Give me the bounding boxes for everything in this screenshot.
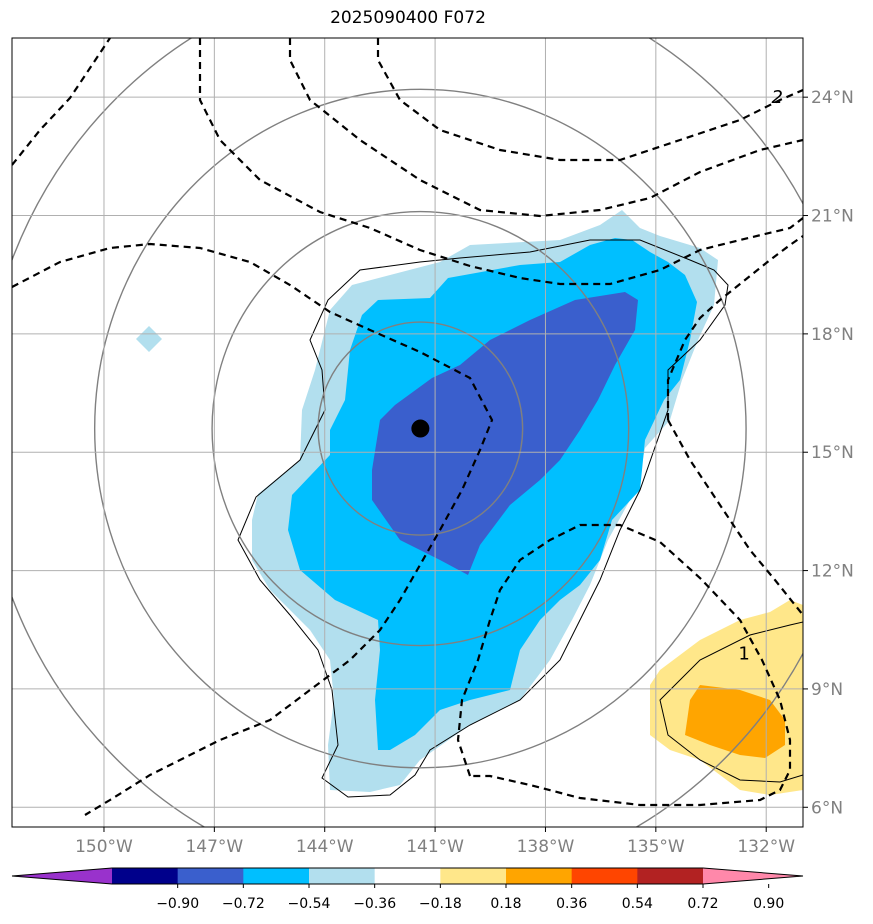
anomaly-light-blue-spot (136, 326, 162, 352)
lat-tick-label: 6°N (811, 798, 843, 818)
colorbar-segment (374, 868, 441, 884)
colorbar-segment (506, 868, 573, 884)
contour-label-2: 2 (772, 87, 783, 108)
colorbar-tick-label: 0.36 (556, 896, 587, 912)
lon-tick-label: 141°W (406, 837, 464, 857)
dashed-contour-north-3 (376, 38, 803, 162)
colorbar-tick-label: 0.54 (622, 896, 653, 912)
range-rings (12, 38, 803, 827)
dashed-contour-southeast (456, 523, 792, 807)
lon-tick-label: 147°W (185, 837, 243, 857)
range-ring (211, 210, 630, 647)
dashed-contour-east (666, 235, 803, 420)
lat-tick-label: 21°N (811, 207, 854, 227)
lat-tick-label: 18°N (811, 325, 854, 345)
lat-tick-label: 24°N (811, 88, 854, 108)
range-ring (93, 88, 747, 769)
thin-black-contour (237, 239, 729, 798)
colorbar-segment (637, 868, 704, 884)
lat-tick-label: 12°N (811, 562, 854, 582)
map-title: 2025090400 F072 (330, 8, 486, 28)
map-grid (12, 38, 803, 827)
range-ring (317, 321, 524, 536)
colorbar-outline (11, 867, 804, 885)
thin-black-contour-east (659, 621, 803, 783)
colorbar-segment (112, 868, 179, 884)
colorbar-tick-label: 0.90 (753, 896, 784, 912)
colorbar-tick-label: −0.36 (353, 896, 396, 912)
colorbar-extend-low (12, 868, 112, 884)
colorbar-segment (243, 868, 310, 884)
map-frame (11, 37, 804, 828)
lon-tick-label: 144°W (296, 837, 354, 857)
dashed-contour-north-2 (288, 38, 803, 218)
colorbar: −0.90 −0.72 −0.54 −0.36 −0.18 0.18 0.36 0.54 0.7… (11, 867, 804, 912)
lon-tick-label: 138°W (517, 837, 575, 857)
storm-center-marker (411, 419, 430, 438)
lat-tick-label: 15°N (811, 443, 854, 463)
colorbar-tick-label: 0.72 (687, 896, 718, 912)
anomaly-dark-blue-region (372, 292, 638, 575)
dashed-contour-north-1 (198, 38, 803, 286)
colorbar-tick-label: −0.72 (222, 896, 265, 912)
colorbar-tick-label: −0.90 (156, 896, 199, 912)
lon-tick-label: 132°W (737, 837, 795, 857)
colorbar-tick-label: −0.54 (288, 896, 331, 912)
colorbar-segment (571, 868, 638, 884)
lon-tick-label: 135°W (627, 837, 685, 857)
colorbar-segment (177, 868, 244, 884)
colorbar-segment (309, 868, 376, 884)
colorbar-extend-high (703, 868, 803, 884)
colorbar-tick-label: −0.18 (419, 896, 462, 912)
dashed-contour-northwest-1 (12, 38, 111, 166)
lon-tick-label: 150°W (75, 837, 133, 857)
lat-tick-label: 9°N (811, 680, 843, 700)
contour-label-1: 1 (738, 643, 749, 664)
axis-ticks: 150°W 147°W 144°W 141°W 138°W 135°W 132°W 6°N 9°… (75, 88, 854, 857)
colorbar-segment (440, 868, 507, 884)
colorbar-tick-label: 0.18 (490, 896, 521, 912)
dashed-contour-east-2 (667, 419, 803, 616)
anomaly-orange-region (685, 685, 785, 758)
dashed-contour-west (12, 242, 494, 816)
dashed-contours (12, 38, 803, 816)
